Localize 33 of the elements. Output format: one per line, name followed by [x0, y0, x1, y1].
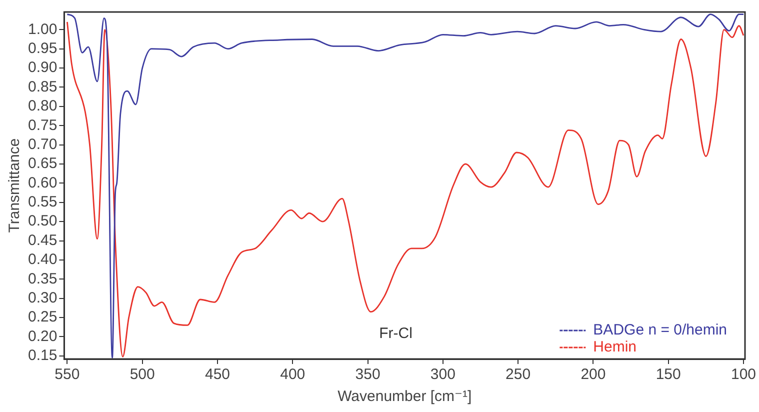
- annotation: Fr-Cl: [379, 325, 412, 342]
- y-tick-label: 1.00: [28, 20, 58, 38]
- y-tick-label: 0.80: [28, 98, 58, 115]
- y-tick-label: 0.50: [28, 212, 58, 230]
- y-tick-label: 0.35: [28, 270, 58, 288]
- y-tick-label: 0.90: [28, 59, 58, 76]
- x-tick-label: 250: [506, 366, 531, 384]
- x-tick-label: 150: [656, 366, 681, 384]
- x-tick-label: 450: [204, 366, 230, 384]
- y-tick-label: 0.85: [28, 78, 58, 96]
- y-tick-label: 0.25: [28, 308, 58, 326]
- y-tick-label: 0.65: [28, 155, 58, 172]
- y-tick-label: 0.40: [28, 251, 58, 268]
- y-tick-label: 0.75: [28, 116, 58, 134]
- legend-label: Hemin: [593, 338, 637, 356]
- x-tick-label: 400: [280, 366, 306, 384]
- y-tick-label: 0.55: [28, 194, 58, 211]
- y-tick-label: 0.70: [28, 136, 58, 153]
- y-tick-label: 0.95: [28, 40, 58, 57]
- y-tick-label: 0.15: [28, 347, 58, 364]
- y-tick-label: 0.60: [28, 174, 58, 192]
- x-tick-label: 550: [54, 366, 80, 384]
- y-tick-label: 0.45: [28, 232, 58, 249]
- y-tick-label: 0.30: [28, 289, 58, 306]
- x-axis-title: Wavenumber [cm⁻¹]: [338, 388, 472, 406]
- y-tick-label: 0.20: [28, 328, 58, 345]
- x-tick-label: 350: [355, 366, 380, 384]
- x-tick-label: 500: [130, 366, 155, 384]
- x-tick-label: 300: [430, 366, 456, 384]
- legend-label: BADGe n = 0/hemin: [593, 322, 728, 339]
- y-axis-title: Transmittance: [6, 138, 24, 233]
- x-tick-label: 200: [580, 366, 606, 384]
- x-tick-label: 100: [730, 366, 756, 384]
